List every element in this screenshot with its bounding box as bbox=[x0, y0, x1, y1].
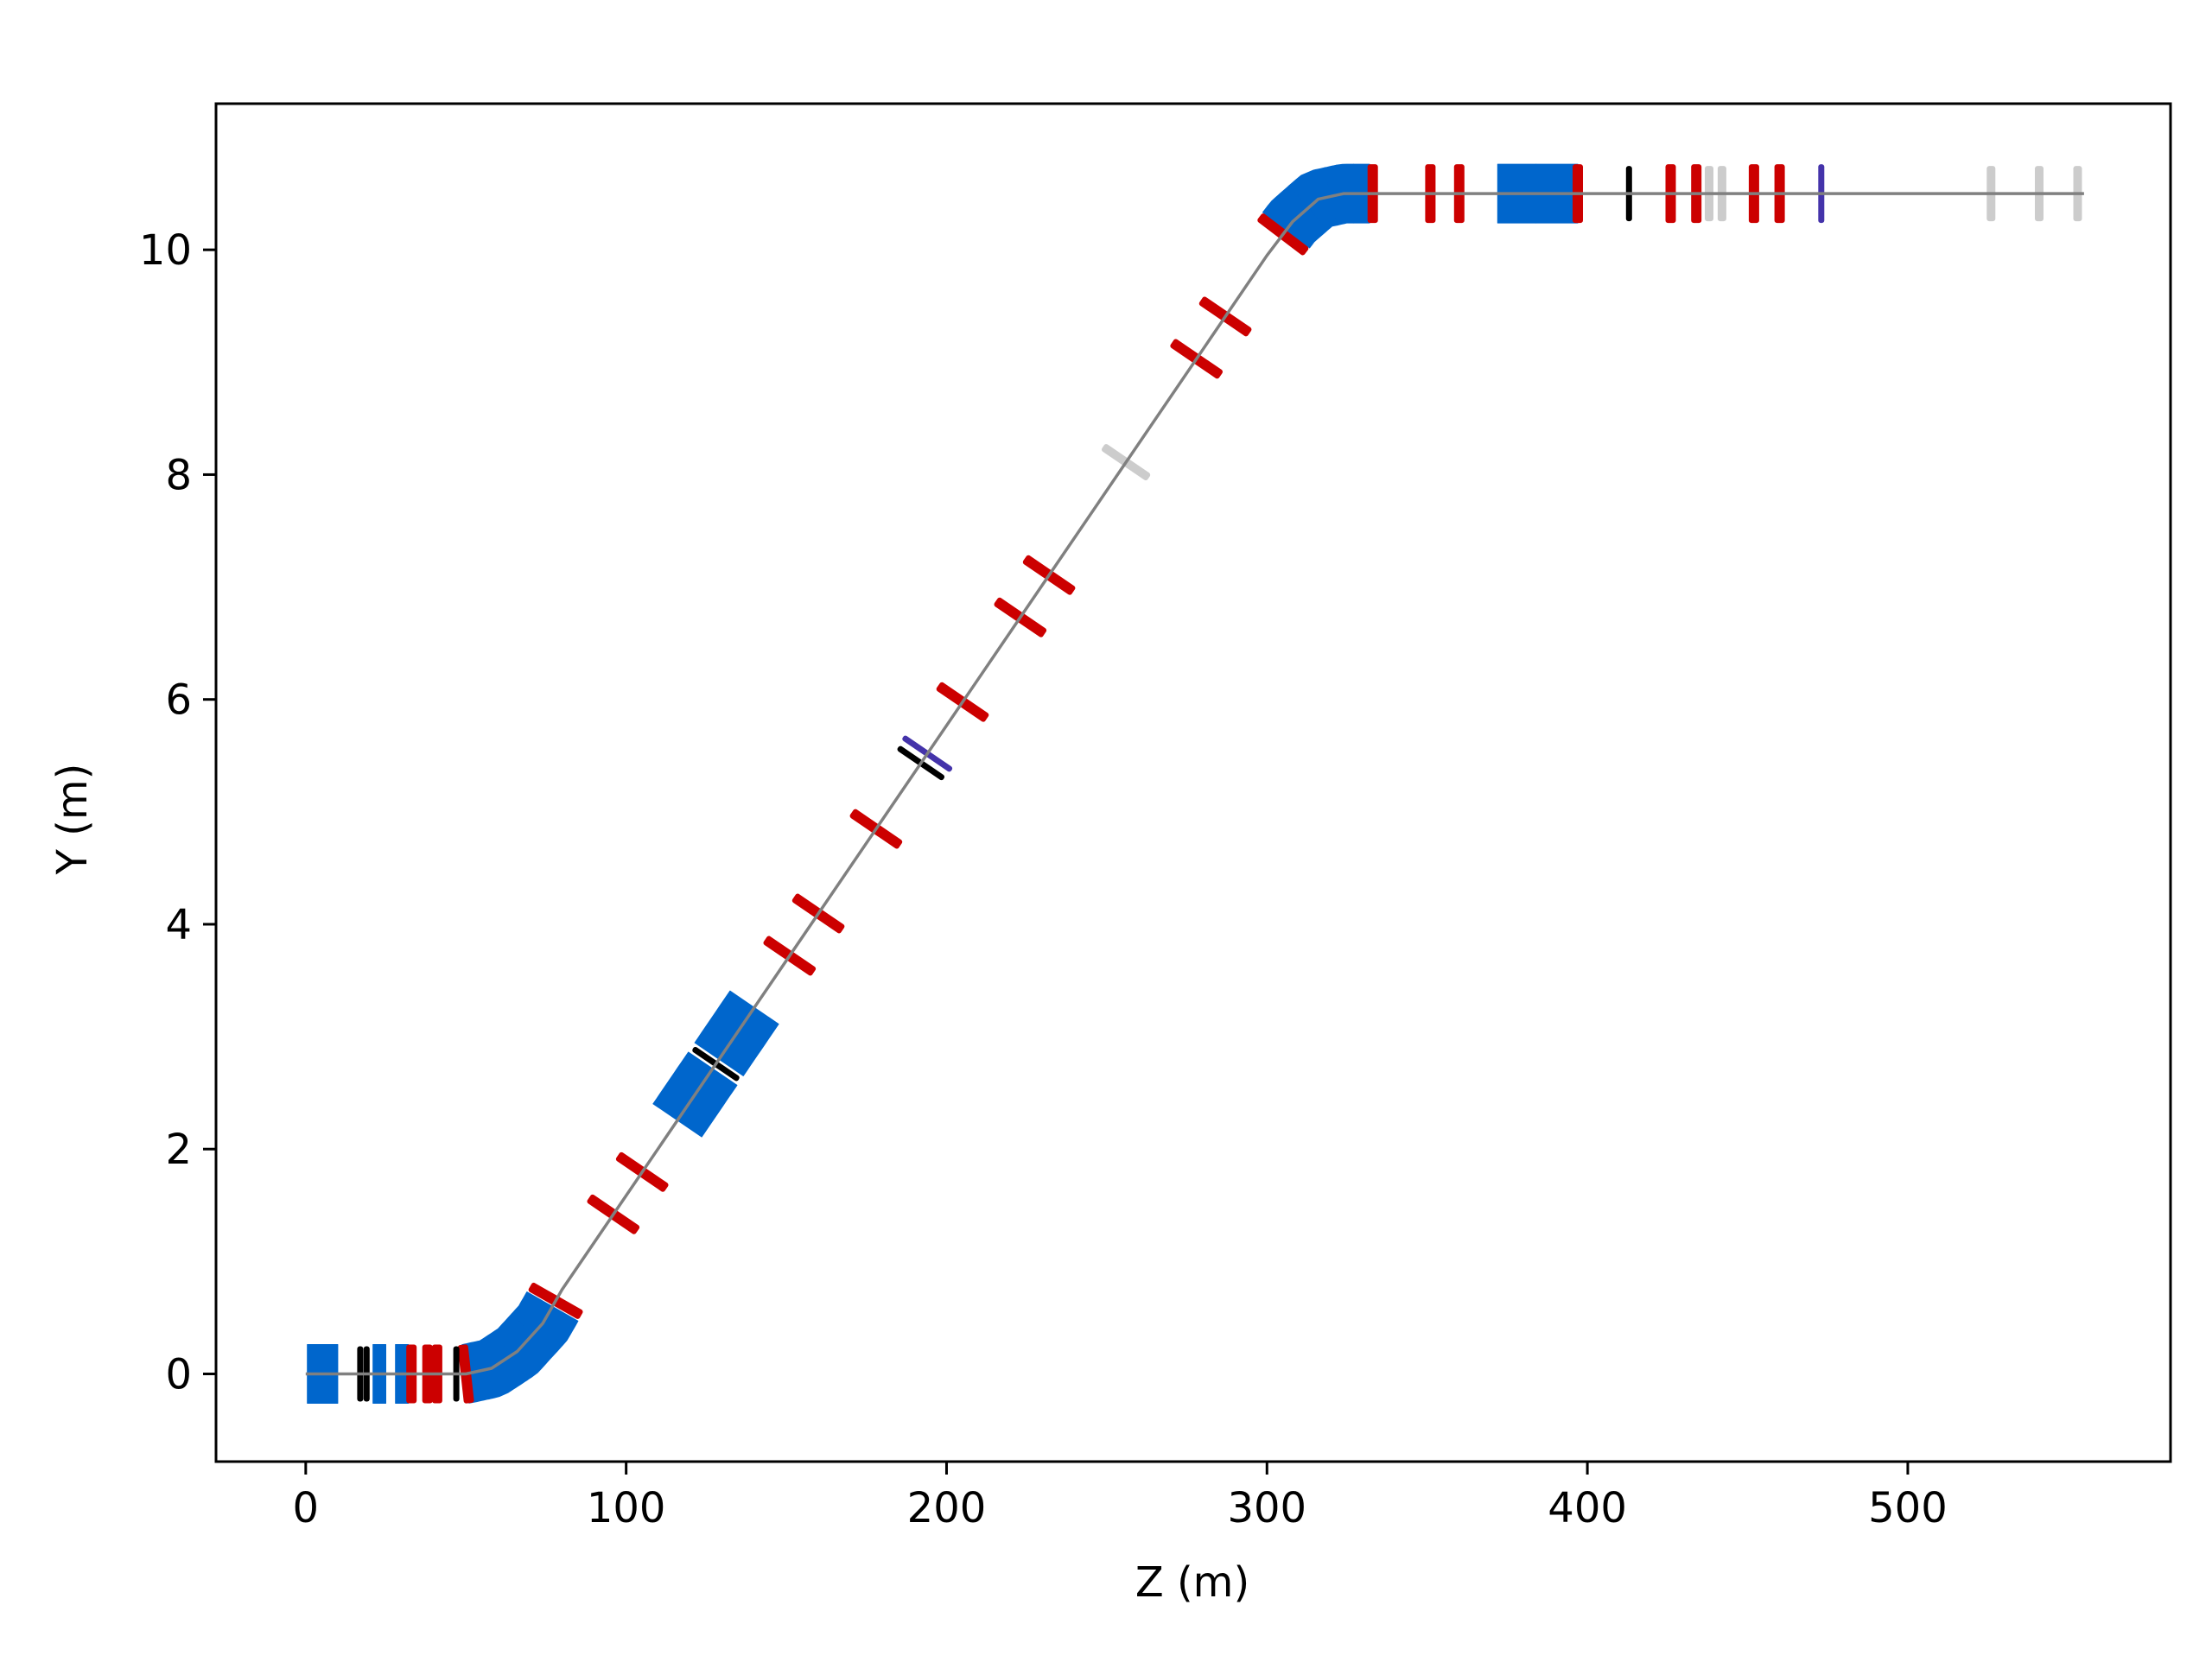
marks-layer bbox=[305, 163, 2084, 1404]
y-tick-label: 6 bbox=[165, 676, 192, 725]
x-tick-label: 0 bbox=[293, 1484, 320, 1532]
y-tick-label: 0 bbox=[165, 1350, 192, 1399]
axes-layer: 0 100 200 300 400 500 0 2 4 6 8 10 bbox=[139, 102, 2172, 1532]
beam-trajectory-line bbox=[305, 192, 2084, 1376]
x-tick-label: 400 bbox=[1548, 1484, 1627, 1532]
plot-frame bbox=[214, 102, 2172, 1463]
x-tick-label: 200 bbox=[907, 1484, 987, 1532]
y-tick-label: 10 bbox=[139, 226, 192, 275]
x-tick-label: 300 bbox=[1227, 1484, 1306, 1532]
x-tick-label: 100 bbox=[587, 1484, 666, 1532]
x-axis-label: Z (m) bbox=[1135, 1558, 1249, 1607]
y-axis-label: Y (m) bbox=[48, 764, 97, 876]
y-tick-label: 4 bbox=[165, 901, 192, 949]
x-tick-label: 500 bbox=[1868, 1484, 1948, 1532]
y-tick-label: 8 bbox=[165, 451, 192, 499]
y-tick-label: 2 bbox=[165, 1126, 192, 1174]
